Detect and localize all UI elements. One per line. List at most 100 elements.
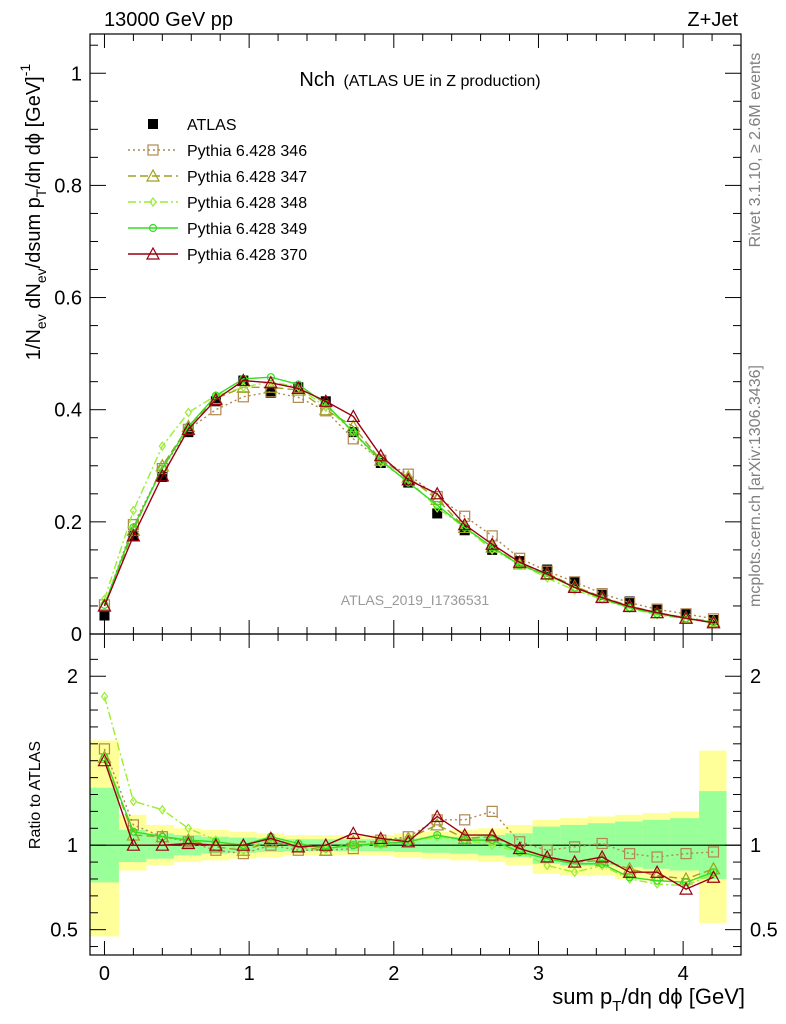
series-p370	[97, 373, 721, 629]
data-point	[430, 486, 445, 500]
data-point	[486, 805, 498, 817]
data-point	[158, 804, 167, 815]
x-tick-label: 3	[533, 963, 544, 985]
series-line	[103, 379, 714, 624]
data-point	[569, 841, 581, 853]
data-point	[401, 831, 416, 845]
data-point	[208, 839, 223, 853]
data-point	[432, 508, 443, 519]
data-point	[263, 375, 278, 389]
ratio-band-inner	[642, 819, 671, 869]
ratio-series-p370	[97, 753, 721, 895]
ratio-y-tick-label: 1	[67, 835, 78, 857]
legend-label: ATLAS	[187, 117, 237, 134]
data-point	[184, 823, 193, 834]
ratio-line	[103, 696, 714, 887]
data-point	[707, 846, 720, 858]
data-point	[709, 868, 718, 877]
data-point	[595, 849, 610, 863]
data-point	[346, 409, 361, 423]
side-label-bottom: mcplots.cern.ch [arXiv:1306.3436]	[747, 365, 764, 607]
legend-label: Pythia 6.428 346	[187, 143, 307, 160]
data-point	[622, 864, 637, 878]
legend-label: Pythia 6.428 348	[187, 195, 307, 212]
data-point	[181, 422, 196, 435]
ratio-band-inner	[670, 818, 700, 871]
data-point	[155, 468, 170, 482]
data-point	[540, 849, 555, 863]
data-point	[145, 168, 161, 182]
data-point	[652, 603, 663, 614]
series-line	[103, 391, 714, 620]
data-point	[650, 605, 665, 619]
data-point	[567, 580, 582, 594]
data-point	[149, 197, 157, 207]
data-point	[318, 402, 333, 416]
data-point	[706, 861, 721, 875]
data-point	[263, 380, 278, 393]
data-point	[596, 837, 608, 850]
data-point	[347, 433, 359, 445]
y-tick-label: 0.8	[54, 175, 82, 197]
data-point	[208, 837, 223, 851]
data-point	[653, 879, 661, 890]
ratio-y-tick-label: 0.5	[750, 920, 778, 942]
series-line	[103, 376, 714, 623]
chart-title: Nch (ATLAS UE in Z production)	[299, 69, 540, 91]
data-point	[373, 831, 388, 845]
y-tick-label: 0.6	[54, 288, 82, 310]
chart-title-main: Nch	[299, 69, 335, 91]
data-point	[208, 392, 223, 406]
legend: ATLAS Pythia 6.428 346 Pythia 6.428 347 Pyt…	[128, 117, 307, 264]
data-point	[430, 817, 445, 831]
legend-label: Pythia 6.428 347	[187, 169, 307, 186]
data-point	[291, 381, 306, 394]
header-right: Z+Jet	[687, 9, 738, 31]
series-p349	[100, 373, 718, 627]
data-point	[543, 860, 551, 871]
data-point	[459, 525, 470, 536]
data-point	[706, 870, 721, 883]
x-axis-label: sum pT/dη dϕ [GeV]	[552, 984, 745, 1015]
data-point	[129, 827, 138, 836]
data-point	[99, 610, 110, 621]
ratio-y-tick-label: 2	[67, 666, 78, 688]
data-point	[266, 373, 275, 382]
data-point	[708, 614, 719, 625]
data-point	[433, 830, 442, 840]
x-tick-label: 2	[388, 963, 399, 985]
series-p348	[100, 376, 718, 628]
data-point	[291, 839, 306, 853]
data-point	[595, 590, 610, 604]
data-point	[236, 373, 251, 387]
data-point	[155, 837, 170, 851]
data-point	[485, 537, 500, 550]
data-point	[401, 472, 416, 486]
data-point	[512, 841, 527, 855]
data-point	[459, 814, 471, 826]
ratio-y-tick-label: 0.5	[50, 920, 78, 942]
data-point	[485, 827, 500, 841]
data-point	[147, 144, 159, 156]
chart-title-sub: (ATLAS UE in Z production)	[343, 73, 540, 90]
data-point	[181, 836, 196, 850]
data-point	[347, 842, 359, 855]
data-point	[100, 600, 109, 609]
legend-label: Pythia 6.428 370	[187, 247, 307, 264]
x-tick-label: 0	[99, 963, 110, 985]
data-point	[542, 564, 553, 575]
data-point	[263, 834, 278, 848]
data-point	[239, 845, 248, 856]
y-tick-label: 0.4	[54, 400, 82, 422]
data-point	[145, 246, 161, 260]
data-point	[100, 691, 109, 702]
y-tick-label: 0.2	[54, 512, 82, 534]
data-point	[184, 407, 193, 418]
ratio-frame	[89, 633, 742, 956]
y-tick-label: 0	[71, 624, 82, 646]
data-point	[97, 753, 112, 767]
data-point	[598, 859, 607, 868]
data-point	[433, 500, 442, 510]
data-point	[681, 878, 691, 887]
data-point	[373, 448, 388, 462]
